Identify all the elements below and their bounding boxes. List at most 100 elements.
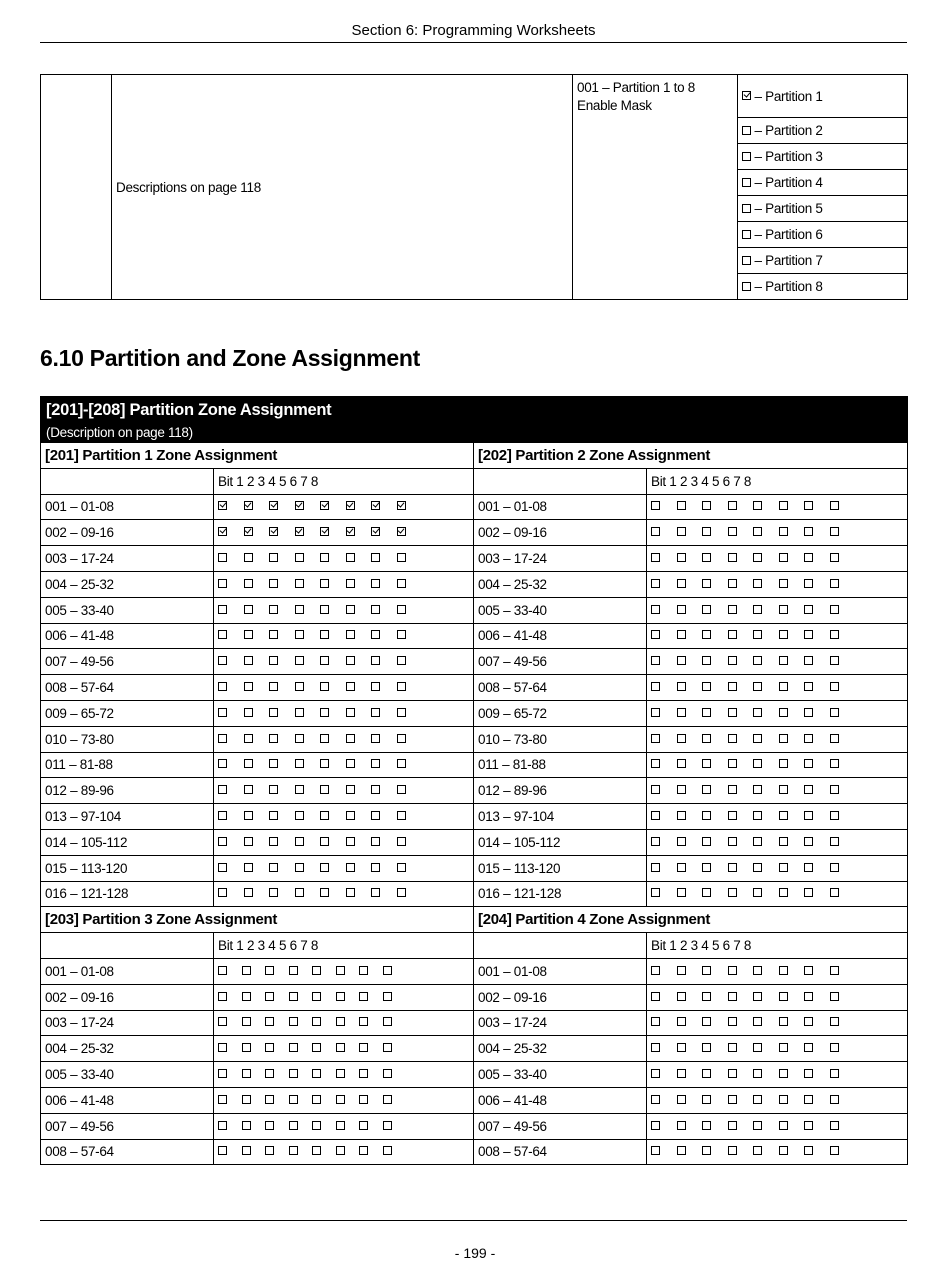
checkbox-icon[interactable] <box>829 991 839 1001</box>
checkbox-icon[interactable] <box>218 578 227 588</box>
checkbox-icon[interactable] <box>651 501 660 511</box>
checkbox-icon[interactable] <box>742 177 751 187</box>
checkbox-icon[interactable] <box>218 656 227 666</box>
checkbox-icon[interactable] <box>371 733 380 743</box>
checkbox-icon[interactable] <box>243 836 253 846</box>
checkbox-icon[interactable] <box>829 527 839 537</box>
checkbox-icon[interactable] <box>727 1017 737 1027</box>
partition-option[interactable]: – Partition 8 <box>737 273 908 300</box>
checkbox-icon[interactable] <box>320 707 329 717</box>
checkbox-icon[interactable] <box>702 811 711 821</box>
checkbox-icon[interactable] <box>702 1017 711 1027</box>
checked-checkbox-icon[interactable] <box>371 527 380 537</box>
checkbox-icon[interactable] <box>676 1146 686 1156</box>
checkbox-icon[interactable] <box>742 255 751 265</box>
checkbox-icon[interactable] <box>269 836 278 846</box>
checkbox-icon[interactable] <box>218 1017 227 1027</box>
checkbox-icon[interactable] <box>778 553 788 563</box>
checkbox-icon[interactable] <box>651 1043 660 1053</box>
checkbox-icon[interactable] <box>382 1094 392 1104</box>
checkbox-icon[interactable] <box>727 1043 737 1053</box>
checkbox-icon[interactable] <box>702 578 711 588</box>
checkbox-icon[interactable] <box>702 1094 711 1104</box>
checkbox-icon[interactable] <box>243 656 253 666</box>
checkbox-icon[interactable] <box>651 1017 660 1027</box>
checkbox-icon[interactable] <box>265 965 274 975</box>
checkbox-icon[interactable] <box>829 656 839 666</box>
checkbox-icon[interactable] <box>778 656 788 666</box>
checkbox-icon[interactable] <box>829 785 839 795</box>
checkbox-icon[interactable] <box>241 1043 251 1053</box>
checkbox-icon[interactable] <box>269 630 278 640</box>
checkbox-icon[interactable] <box>702 888 711 898</box>
checkbox-icon[interactable] <box>294 707 304 717</box>
checkbox-icon[interactable] <box>753 604 762 614</box>
checkbox-icon[interactable] <box>702 733 711 743</box>
checkbox-icon[interactable] <box>320 862 329 872</box>
checkbox-icon[interactable] <box>778 1094 788 1104</box>
checkbox-icon[interactable] <box>265 1120 274 1130</box>
checkbox-icon[interactable] <box>345 707 355 717</box>
checkbox-icon[interactable] <box>727 604 737 614</box>
checkbox-icon[interactable] <box>804 888 813 898</box>
checkbox-icon[interactable] <box>804 527 813 537</box>
checkbox-icon[interactable] <box>804 682 813 692</box>
checkbox-icon[interactable] <box>829 1094 839 1104</box>
checkbox-icon[interactable] <box>320 888 329 898</box>
checkbox-icon[interactable] <box>371 888 380 898</box>
checkbox-icon[interactable] <box>651 630 660 640</box>
checkbox-icon[interactable] <box>396 759 406 769</box>
checkbox-icon[interactable] <box>829 759 839 769</box>
checkbox-icon[interactable] <box>294 630 304 640</box>
checkbox-icon[interactable] <box>676 1043 686 1053</box>
checkbox-icon[interactable] <box>778 630 788 640</box>
checkbox-icon[interactable] <box>396 733 406 743</box>
checkbox-icon[interactable] <box>218 811 227 821</box>
checkbox-icon[interactable] <box>335 965 345 975</box>
checkbox-icon[interactable] <box>269 604 278 614</box>
checkbox-icon[interactable] <box>702 991 711 1001</box>
checkbox-icon[interactable] <box>804 862 813 872</box>
checkbox-icon[interactable] <box>778 862 788 872</box>
checkbox-icon[interactable] <box>269 682 278 692</box>
checkbox-icon[interactable] <box>742 203 751 213</box>
checkbox-icon[interactable] <box>243 888 253 898</box>
checkbox-icon[interactable] <box>265 991 274 1001</box>
checkbox-icon[interactable] <box>243 578 253 588</box>
checkbox-icon[interactable] <box>269 811 278 821</box>
checkbox-icon[interactable] <box>312 1146 321 1156</box>
checkbox-icon[interactable] <box>727 733 737 743</box>
checkbox-icon[interactable] <box>312 991 321 1001</box>
checkbox-icon[interactable] <box>702 630 711 640</box>
checkbox-icon[interactable] <box>742 125 751 135</box>
checkbox-icon[interactable] <box>359 1094 368 1104</box>
checkbox-icon[interactable] <box>241 1120 251 1130</box>
checkbox-icon[interactable] <box>243 707 253 717</box>
checkbox-icon[interactable] <box>753 888 762 898</box>
checkbox-icon[interactable] <box>702 604 711 614</box>
checkbox-icon[interactable] <box>241 1069 251 1079</box>
checkbox-icon[interactable] <box>241 1094 251 1104</box>
checkbox-icon[interactable] <box>294 578 304 588</box>
checkbox-icon[interactable] <box>753 811 762 821</box>
checkbox-icon[interactable] <box>320 811 329 821</box>
checkbox-icon[interactable] <box>371 578 380 588</box>
checkbox-icon[interactable] <box>312 1043 321 1053</box>
checkbox-icon[interactable] <box>396 785 406 795</box>
checkbox-icon[interactable] <box>243 604 253 614</box>
checkbox-icon[interactable] <box>829 501 839 511</box>
checkbox-icon[interactable] <box>753 862 762 872</box>
checkbox-icon[interactable] <box>651 785 660 795</box>
checkbox-icon[interactable] <box>676 862 686 872</box>
checkbox-icon[interactable] <box>371 553 380 563</box>
checkbox-icon[interactable] <box>218 733 227 743</box>
checkbox-icon[interactable] <box>382 965 392 975</box>
checkbox-icon[interactable] <box>345 836 355 846</box>
checkbox-icon[interactable] <box>651 527 660 537</box>
partition-option[interactable]: – Partition 4 <box>737 169 908 196</box>
checkbox-icon[interactable] <box>269 733 278 743</box>
checkbox-icon[interactable] <box>241 1146 251 1156</box>
checkbox-icon[interactable] <box>218 1094 227 1104</box>
checkbox-icon[interactable] <box>265 1017 274 1027</box>
checkbox-icon[interactable] <box>294 553 304 563</box>
